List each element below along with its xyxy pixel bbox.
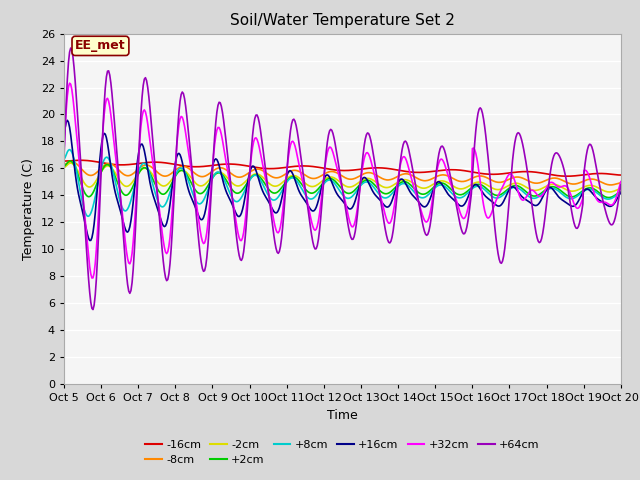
Line: +16cm: +16cm <box>64 120 621 240</box>
+8cm <box>327 178 335 183</box>
+8cm <box>364 179 371 185</box>
-2cm <box>605 189 612 195</box>
+8cm <box>84 214 92 219</box>
+16cm <box>519 194 527 200</box>
-8cm <box>68 159 76 165</box>
+16cm <box>60 134 68 140</box>
Line: +32cm: +32cm <box>64 83 621 278</box>
Line: -8cm: -8cm <box>64 162 621 185</box>
+16cm <box>87 238 95 243</box>
-2cm <box>60 165 68 170</box>
-2cm <box>617 186 625 192</box>
-16cm <box>326 167 333 172</box>
-8cm <box>605 182 612 188</box>
Y-axis label: Temperature (C): Temperature (C) <box>22 158 35 260</box>
+2cm <box>66 158 74 164</box>
+16cm <box>330 185 338 191</box>
+64cm <box>327 127 335 132</box>
+64cm <box>60 156 68 162</box>
-8cm <box>329 168 337 174</box>
-8cm <box>607 182 614 188</box>
+2cm <box>60 164 68 169</box>
+2cm <box>362 177 370 183</box>
-16cm <box>329 167 337 173</box>
+32cm <box>364 150 371 156</box>
-16cm <box>563 173 571 179</box>
+64cm <box>617 182 625 188</box>
+64cm <box>394 186 401 192</box>
+16cm <box>63 118 71 123</box>
+32cm <box>617 179 625 184</box>
Title: Soil/Water Temperature Set 2: Soil/Water Temperature Set 2 <box>230 13 455 28</box>
-8cm <box>393 174 401 180</box>
+2cm <box>617 189 625 195</box>
+2cm <box>326 176 333 181</box>
-2cm <box>606 189 614 195</box>
+64cm <box>67 45 74 51</box>
+8cm <box>617 190 625 195</box>
+2cm <box>606 194 614 200</box>
Line: -16cm: -16cm <box>64 160 621 176</box>
-2cm <box>67 160 74 166</box>
+32cm <box>330 154 338 159</box>
-16cm <box>518 169 525 175</box>
+32cm <box>394 179 401 185</box>
+32cm <box>60 148 68 154</box>
-16cm <box>617 172 625 178</box>
-2cm <box>329 175 337 180</box>
+16cm <box>364 178 371 183</box>
+16cm <box>394 181 401 187</box>
-16cm <box>393 167 401 173</box>
+8cm <box>519 188 527 194</box>
-2cm <box>326 174 333 180</box>
+8cm <box>66 147 74 153</box>
Line: +2cm: +2cm <box>64 161 621 198</box>
+64cm <box>606 220 614 226</box>
-8cm <box>60 162 68 168</box>
-16cm <box>77 157 84 163</box>
+64cm <box>330 135 338 141</box>
-2cm <box>393 180 401 186</box>
Line: +64cm: +64cm <box>64 48 621 310</box>
+16cm <box>617 190 625 195</box>
+32cm <box>606 202 614 208</box>
+64cm <box>89 307 97 312</box>
-8cm <box>362 170 370 176</box>
+2cm <box>329 177 337 182</box>
Line: +8cm: +8cm <box>64 150 621 216</box>
+2cm <box>393 183 401 189</box>
+32cm <box>519 197 527 203</box>
+8cm <box>606 196 614 202</box>
+2cm <box>518 185 525 191</box>
+16cm <box>606 204 614 209</box>
-16cm <box>60 158 68 164</box>
Line: -2cm: -2cm <box>64 163 621 192</box>
+2cm <box>605 195 612 201</box>
+32cm <box>88 275 96 281</box>
Text: EE_met: EE_met <box>75 39 126 52</box>
-16cm <box>362 166 370 171</box>
-2cm <box>362 176 370 181</box>
+8cm <box>330 180 338 186</box>
-2cm <box>518 182 525 188</box>
+8cm <box>60 156 68 162</box>
+64cm <box>519 141 527 147</box>
+8cm <box>394 184 401 190</box>
-8cm <box>326 169 333 175</box>
X-axis label: Time: Time <box>327 408 358 421</box>
+32cm <box>66 80 74 86</box>
-8cm <box>518 175 525 180</box>
+32cm <box>327 144 335 150</box>
Legend: -16cm, -8cm, -2cm, +2cm, +8cm, +16cm, +32cm, +64cm: -16cm, -8cm, -2cm, +2cm, +8cm, +16cm, +3… <box>141 435 544 469</box>
-8cm <box>617 180 625 186</box>
+16cm <box>327 177 335 182</box>
-16cm <box>606 171 614 177</box>
+64cm <box>364 130 371 136</box>
